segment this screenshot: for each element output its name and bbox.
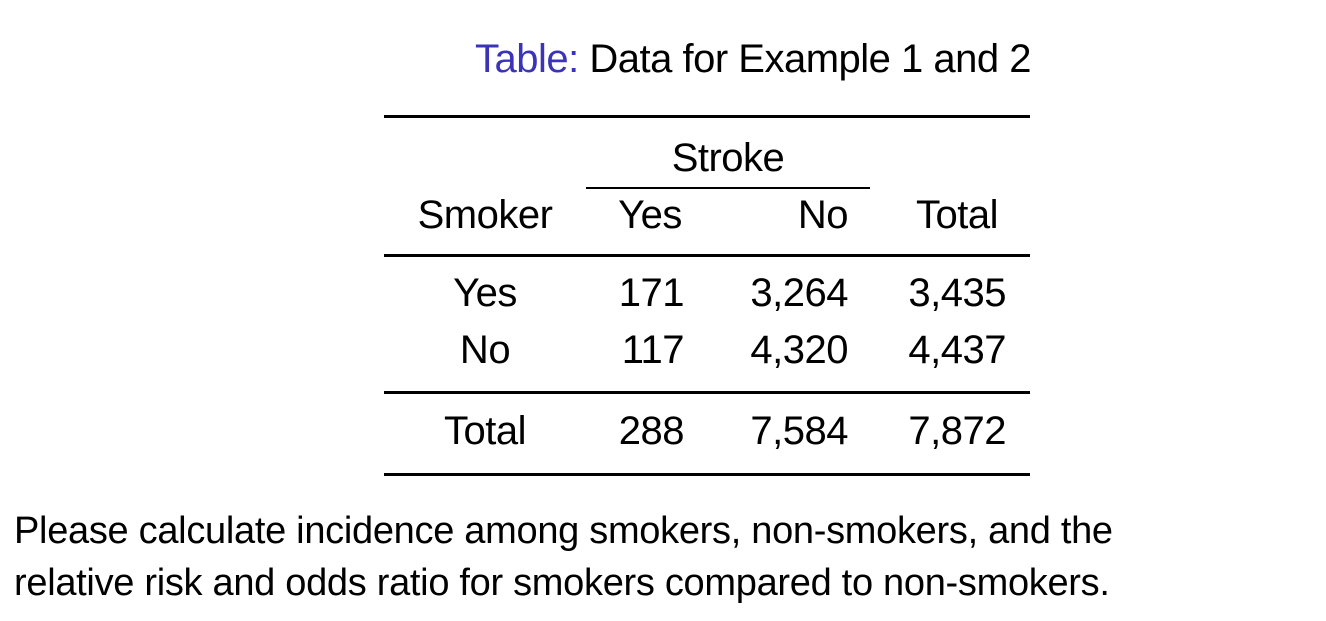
stroke-spanner-header: Stroke: [671, 136, 785, 180]
header-stroke-yes: Yes: [618, 193, 682, 237]
totals-rule: [384, 391, 1030, 394]
cell-yes-total: 3,435: [908, 271, 1006, 315]
question-line-2: relative risk and odds ratio for smokers…: [14, 562, 1110, 604]
table-top-rule: [384, 115, 1030, 118]
cell-no-yes: 117: [621, 328, 685, 372]
cell-yes-no: 3,264: [750, 271, 848, 315]
cell-yes-yes: 171: [618, 271, 685, 315]
question-text: Please calculate incidence among smokers…: [14, 505, 1314, 609]
spanner-underline: [586, 187, 870, 189]
row-label-yes: Yes: [453, 271, 517, 315]
row-label-total: Total: [444, 409, 527, 453]
header-stroke-no: No: [797, 193, 849, 237]
caption-text: Data for Example 1 and 2: [589, 37, 1031, 81]
header-total: Total: [916, 193, 999, 237]
question-line-1: Please calculate incidence among smokers…: [14, 510, 1113, 552]
cell-no-total: 4,437: [908, 328, 1006, 372]
total-total: 7,872: [908, 409, 1006, 453]
header-rule: [384, 254, 1030, 257]
row-label-no: No: [459, 328, 511, 372]
caption-label: Table:: [475, 37, 579, 81]
header-smoker: Smoker: [417, 193, 553, 237]
table-bottom-rule: [384, 473, 1030, 476]
cell-no-no: 4,320: [750, 328, 848, 372]
total-no: 7,584: [750, 409, 848, 453]
total-yes: 288: [618, 409, 685, 453]
